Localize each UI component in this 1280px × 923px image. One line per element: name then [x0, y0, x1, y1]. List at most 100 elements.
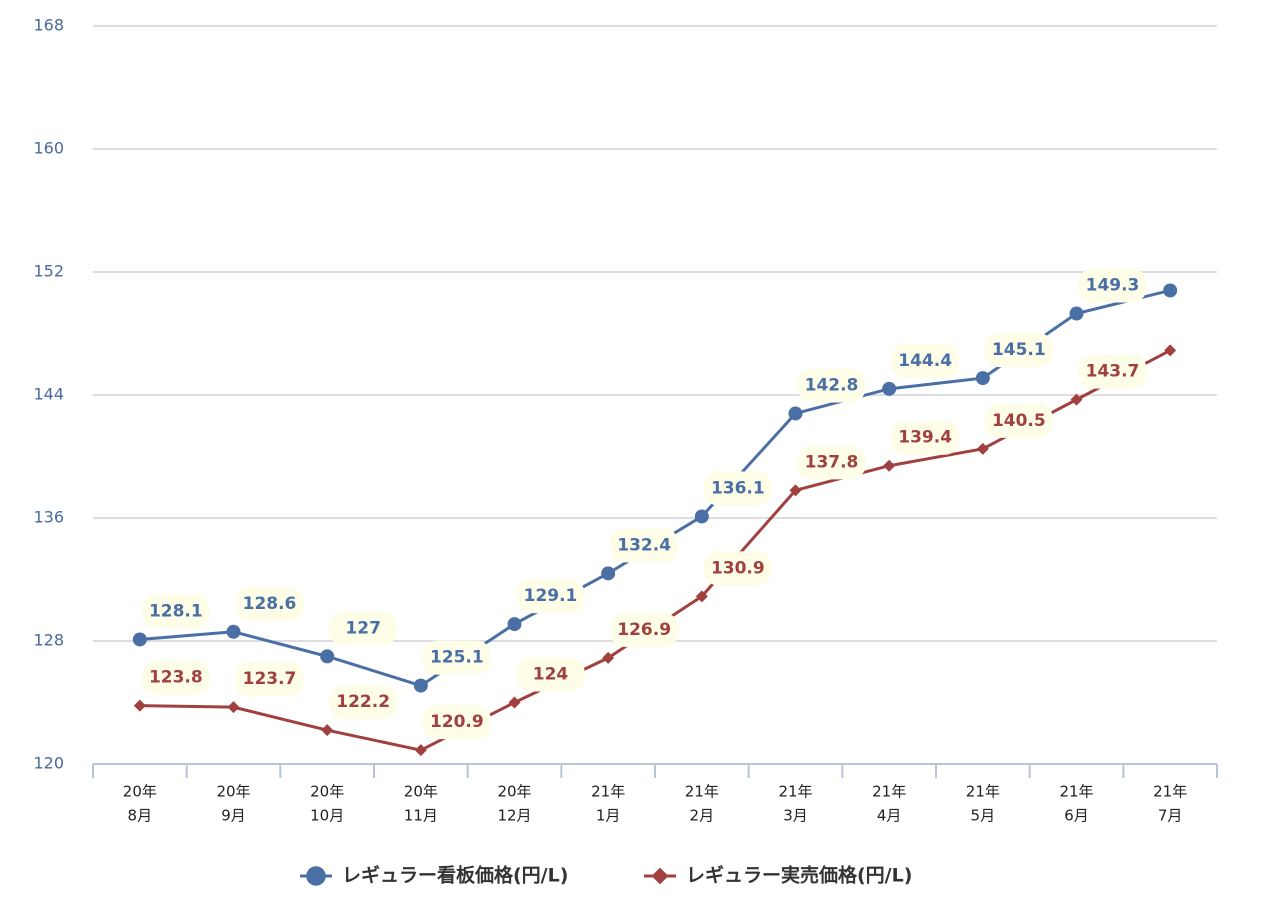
value-label: 142.8 [805, 375, 859, 395]
point [788, 406, 803, 421]
legend: レギュラー看板価格(円/L) レギュラー実売価格(円/L) [300, 864, 912, 887]
y-tick-label: 152 [33, 262, 64, 281]
x-tick-label: 1月 [596, 807, 621, 825]
value-label: 129.1 [524, 586, 578, 606]
point [695, 590, 708, 603]
value-label: 125.1 [430, 648, 484, 668]
value-label: 128.1 [149, 601, 203, 621]
value-label: 144.4 [898, 351, 952, 371]
point [507, 617, 522, 632]
x-tick-label: 21年 [966, 783, 1000, 801]
value-label: 124 [533, 665, 569, 685]
value-label-bg [516, 657, 585, 692]
point [321, 724, 334, 737]
y-tick-label: 136 [33, 508, 64, 527]
value-label: 122.2 [336, 692, 390, 712]
value-label: 126.9 [617, 620, 671, 640]
value-label: 123.7 [243, 669, 297, 689]
value-label-bg [984, 333, 1053, 368]
value-label-bg [422, 640, 491, 675]
x-tick-label: 21年 [872, 783, 906, 801]
x-tick-label: 2月 [690, 807, 715, 825]
point [789, 484, 802, 497]
x-tick-label: 9月 [221, 807, 246, 825]
value-label: 123.8 [149, 668, 203, 688]
x-tick-label: 21年 [685, 783, 719, 801]
x-tick-label: 6月 [1064, 807, 1089, 825]
point [1070, 393, 1083, 406]
point [508, 696, 521, 709]
x-tick-label: 20年 [310, 783, 344, 801]
value-label-bg [797, 368, 866, 403]
y-tick-label: 168 [33, 16, 64, 35]
value-label-bg [329, 685, 398, 720]
value-label-bg [235, 662, 304, 697]
value-label: 139.4 [898, 428, 952, 448]
value-label-bg [141, 594, 210, 629]
value-label: 128.6 [243, 594, 297, 614]
value-label-bg [1078, 354, 1147, 389]
x-tick-label: 21年 [778, 783, 812, 801]
legend-label: レギュラー実売価格(円/L) [686, 864, 912, 887]
x-tick-label: 21年 [591, 783, 625, 801]
value-label-bg [797, 445, 866, 480]
value-label-bg [891, 420, 960, 455]
legend-label: レギュラー看板価格(円/L) [342, 864, 568, 887]
value-label: 120.9 [430, 712, 484, 732]
point [1164, 344, 1177, 357]
x-tick-label: 5月 [971, 807, 996, 825]
x-tick-label: 11月 [404, 807, 438, 825]
x-tick-label: 12月 [497, 807, 531, 825]
point [651, 867, 669, 885]
point [976, 442, 989, 455]
x-tick-label: 21年 [1153, 783, 1187, 801]
value-label: 149.3 [1086, 276, 1140, 296]
value-label-bg [891, 343, 960, 378]
x-tick-label: 21年 [1059, 783, 1093, 801]
value-label-bg [703, 471, 772, 506]
x-tick-label: 4月 [877, 807, 902, 825]
point [413, 678, 428, 693]
value-label: 143.7 [1086, 362, 1140, 382]
value-label: 130.9 [711, 558, 765, 578]
value-label: 145.1 [992, 340, 1046, 360]
y-tick-label: 120 [33, 754, 64, 773]
y-tick-label: 160 [33, 139, 64, 158]
value-label: 136.1 [711, 478, 765, 498]
value-label-bg [329, 611, 398, 646]
point [602, 651, 615, 664]
point [306, 866, 326, 886]
x-tick-label: 10月 [310, 807, 344, 825]
point [883, 459, 896, 472]
point [975, 371, 990, 386]
point [227, 701, 240, 714]
series: 123.8 123.7 122.2 120.9 124 126.9 130.9 137.8 13… [133, 344, 1177, 757]
value-label-bg [235, 586, 304, 621]
value-label: 140.5 [992, 411, 1046, 431]
value-label: 132.4 [617, 535, 671, 555]
point [320, 649, 335, 664]
point [132, 632, 147, 647]
point [414, 744, 427, 757]
point [1069, 306, 1084, 321]
series: 128.1 128.6 127 125.1 129.1 132.4 136.1 142.8 14… [132, 268, 1178, 693]
value-label: 127 [345, 618, 381, 638]
x-tick-label: 3月 [783, 807, 808, 825]
value-label-bg [984, 403, 1053, 438]
point [601, 566, 616, 581]
y-tick-label: 128 [33, 631, 64, 650]
y-tick-label: 144 [33, 385, 64, 404]
point [1163, 283, 1178, 298]
x-tick-label: 8月 [128, 807, 153, 825]
value-label-bg [422, 705, 491, 740]
value-label-bg [610, 528, 679, 563]
value-label: 137.8 [805, 452, 859, 472]
x-tick-label: 7月 [1158, 807, 1183, 825]
x-tick-label: 20年 [216, 783, 250, 801]
value-label-bg [516, 579, 585, 614]
x-tick-label: 20年 [404, 783, 438, 801]
value-label-bg [141, 660, 210, 695]
point [133, 699, 146, 712]
point [226, 624, 241, 639]
